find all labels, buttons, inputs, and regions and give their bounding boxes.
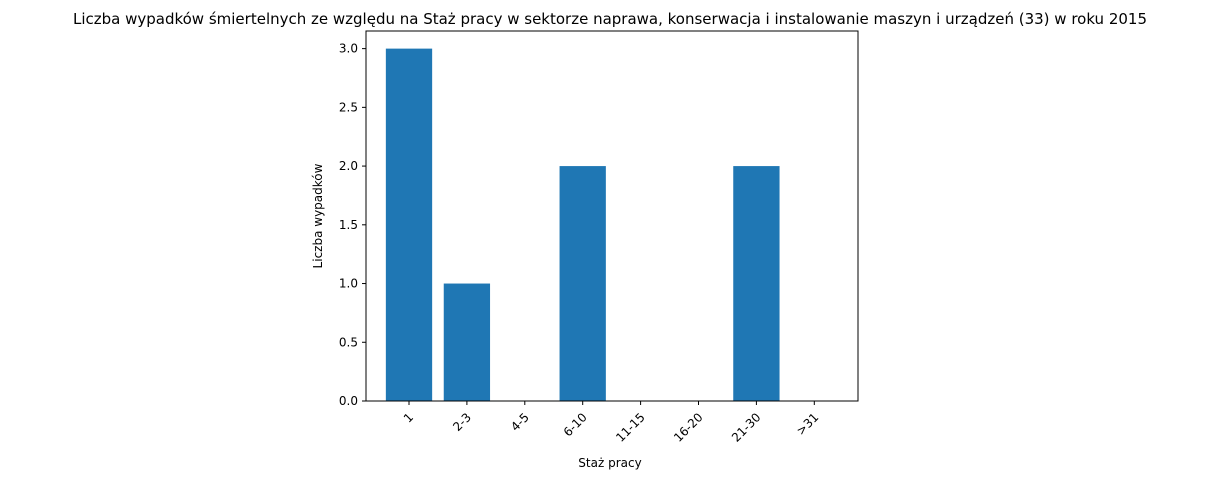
x-tick-label-5: 16-20 [671, 410, 706, 445]
x-tick-label-1: 2-3 [450, 410, 474, 434]
x-tick-label-0: 1 [401, 410, 416, 425]
bar-6 [733, 166, 780, 401]
y-tick-label-2: 1.0 [339, 277, 358, 291]
y-axis-label: Liczba wypadków [311, 163, 325, 268]
bar-0 [385, 48, 433, 402]
x-tick-label-6: 21-30 [729, 410, 764, 445]
y-tick-label-1: 0.5 [339, 335, 358, 349]
x-tick-label-4: 11-15 [613, 410, 648, 445]
x-tick-label-7: >31 [794, 410, 822, 438]
plot-frame [365, 30, 859, 402]
chart-title: Liczba wypadków śmiertelnych ze względu … [73, 10, 1147, 28]
y-tick-label-0: 0.0 [339, 394, 358, 408]
bar-1 [443, 283, 491, 401]
y-tick-label-4: 2.0 [339, 159, 358, 173]
x-tick-label-3: 6-10 [561, 410, 590, 439]
x-tick-label-2: 4-5 [508, 410, 532, 434]
bar-3 [559, 166, 606, 401]
y-tick-label-5: 2.5 [339, 100, 358, 114]
y-tick-label-6: 3.0 [339, 42, 358, 56]
x-axis-label: Staż pracy [578, 456, 641, 470]
y-tick-label-3: 1.5 [339, 218, 358, 232]
